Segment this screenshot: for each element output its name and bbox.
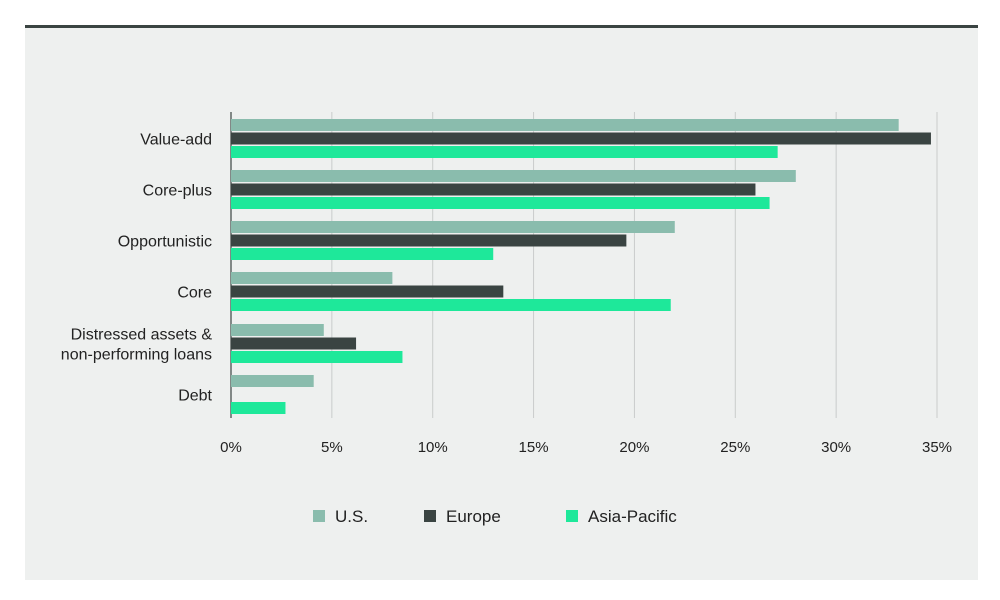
bar-u-s- <box>231 272 393 284</box>
x-tick-label: 15% <box>519 439 549 456</box>
legend-swatch <box>424 510 436 522</box>
legend-label: U.S. <box>335 507 368 526</box>
category-label: Distressed assets & <box>71 327 213 344</box>
bar-u-s- <box>231 119 899 131</box>
x-tick-label: 0% <box>220 439 242 456</box>
bar-asia-pacific <box>231 299 671 311</box>
category-label: Value-add <box>140 132 212 149</box>
bar-europe <box>231 285 504 298</box>
legend-swatch <box>313 510 325 522</box>
bar-asia-pacific <box>231 197 770 209</box>
x-tick-label: 35% <box>922 439 952 456</box>
category-label: Debt <box>178 388 212 405</box>
bar-europe <box>231 132 931 145</box>
legend-label: Asia-Pacific <box>588 507 677 526</box>
legend-swatch <box>566 510 578 522</box>
bar-u-s- <box>231 375 314 387</box>
bar-europe <box>231 337 357 350</box>
bar-europe <box>231 183 756 196</box>
bar-asia-pacific <box>231 146 778 158</box>
category-label: Core-plus <box>143 183 212 200</box>
x-tick-label: 5% <box>321 439 343 456</box>
x-tick-label: 25% <box>720 439 750 456</box>
category-label: non-performing loans <box>61 347 212 364</box>
bar-u-s- <box>231 221 675 233</box>
legend-label: Europe <box>446 507 501 526</box>
category-label: Core <box>177 285 212 302</box>
bar-europe <box>231 234 627 247</box>
x-tick-label: 30% <box>821 439 851 456</box>
bar-u-s- <box>231 170 796 182</box>
bar-u-s- <box>231 324 324 336</box>
bar-asia-pacific <box>231 351 403 363</box>
x-tick-label: 20% <box>619 439 649 456</box>
x-tick-label: 10% <box>418 439 448 456</box>
category-label: Opportunistic <box>118 234 212 251</box>
bar-asia-pacific <box>231 402 286 414</box>
bar-asia-pacific <box>231 248 494 260</box>
